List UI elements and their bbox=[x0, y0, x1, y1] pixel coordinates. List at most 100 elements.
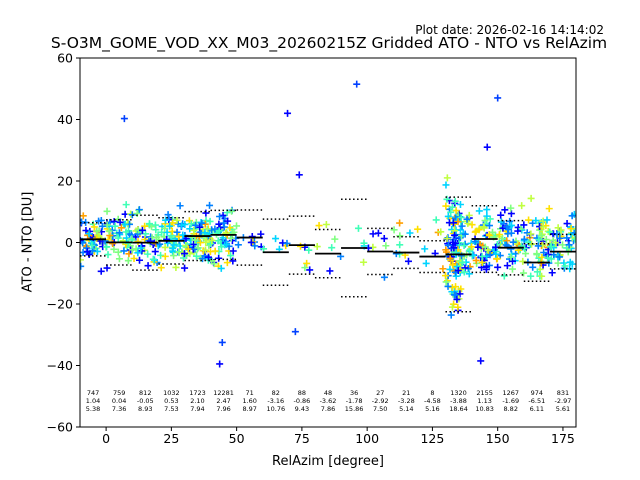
data-point bbox=[514, 227, 522, 235]
data-point bbox=[507, 253, 515, 261]
data-point bbox=[223, 259, 231, 267]
data-point bbox=[214, 237, 222, 245]
bin-std-label: 7.86 bbox=[321, 405, 335, 413]
outlier-point bbox=[284, 109, 292, 117]
data-point bbox=[217, 243, 225, 251]
data-point bbox=[162, 216, 170, 224]
data-point bbox=[128, 246, 136, 254]
data-point bbox=[227, 234, 235, 242]
data-point bbox=[396, 232, 404, 240]
data-point bbox=[215, 227, 223, 235]
data-point bbox=[538, 272, 546, 280]
data-point bbox=[534, 242, 542, 250]
bin-count-label: 27 bbox=[376, 389, 384, 397]
y-tick-label: −20 bbox=[47, 297, 73, 312]
data-point bbox=[297, 242, 305, 250]
data-point bbox=[500, 272, 508, 280]
data-point bbox=[223, 240, 231, 248]
bin-mean-label: -3.62 bbox=[320, 397, 337, 405]
y-axis-ticks: −60 −40 −20 0 20 40 60 bbox=[47, 51, 80, 435]
data-point bbox=[443, 195, 451, 203]
data-point bbox=[390, 226, 398, 234]
data-point bbox=[90, 223, 98, 231]
bin-mean-label: 0.53 bbox=[164, 397, 178, 405]
data-point bbox=[503, 223, 511, 231]
data-point bbox=[111, 222, 119, 230]
bin-mean-label: -1.69 bbox=[502, 397, 519, 405]
data-point bbox=[186, 225, 194, 233]
bin-count-label: 21 bbox=[402, 389, 410, 397]
data-point bbox=[206, 217, 214, 225]
data-point bbox=[190, 226, 198, 234]
data-point bbox=[141, 222, 149, 230]
data-point bbox=[192, 221, 200, 229]
data-point bbox=[204, 253, 212, 261]
data-point bbox=[109, 240, 117, 248]
data-point bbox=[80, 262, 85, 270]
data-point bbox=[444, 282, 452, 290]
data-point bbox=[460, 242, 468, 250]
data-point bbox=[181, 220, 189, 228]
bin-std-label: 8.93 bbox=[138, 405, 152, 413]
data-point bbox=[554, 259, 562, 267]
data-point bbox=[229, 247, 237, 255]
data-point bbox=[448, 203, 456, 211]
data-point bbox=[449, 238, 457, 246]
data-point bbox=[465, 211, 473, 219]
data-point bbox=[233, 222, 241, 230]
data-point bbox=[121, 220, 129, 228]
data-point bbox=[421, 245, 429, 253]
data-point bbox=[507, 229, 515, 237]
data-point bbox=[546, 228, 554, 236]
data-point bbox=[170, 252, 178, 260]
data-point bbox=[461, 230, 469, 238]
data-point bbox=[452, 207, 460, 215]
data-point bbox=[170, 241, 178, 249]
data-point bbox=[533, 268, 541, 276]
data-point bbox=[485, 222, 493, 230]
data-point bbox=[559, 241, 567, 249]
data-point bbox=[450, 244, 458, 252]
data-point bbox=[561, 262, 569, 270]
bin-count-label: 2155 bbox=[476, 389, 493, 397]
data-point bbox=[178, 222, 186, 230]
bin-count-label: 8 bbox=[430, 389, 434, 397]
data-point bbox=[499, 224, 507, 232]
y-axis-label: ATO - NTO [DU] bbox=[20, 191, 36, 293]
bin-std-label: 15.86 bbox=[345, 405, 364, 413]
data-point bbox=[509, 257, 517, 265]
data-point bbox=[97, 267, 105, 275]
y-tick-label: −60 bbox=[47, 420, 73, 435]
data-point bbox=[396, 241, 404, 249]
outlier-point bbox=[295, 171, 303, 179]
data-point bbox=[507, 204, 515, 212]
data-point bbox=[247, 238, 255, 246]
data-point bbox=[138, 226, 146, 234]
data-point bbox=[457, 285, 465, 293]
data-point bbox=[406, 229, 414, 237]
data-point bbox=[450, 291, 458, 299]
data-point bbox=[478, 253, 486, 261]
x-tick-label: 150 bbox=[486, 431, 510, 446]
bin-mean-label: -4.58 bbox=[424, 397, 441, 405]
data-point bbox=[452, 272, 460, 280]
data-point bbox=[115, 229, 123, 237]
data-point bbox=[380, 235, 388, 243]
outlier-point bbox=[218, 338, 226, 346]
x-tick-label: 75 bbox=[294, 431, 310, 446]
data-point bbox=[518, 226, 526, 234]
data-point bbox=[219, 211, 227, 219]
data-point bbox=[179, 254, 187, 262]
data-point bbox=[535, 236, 543, 244]
bin-mean-label: 0.04 bbox=[112, 397, 126, 405]
data-point bbox=[88, 241, 96, 249]
data-point bbox=[481, 216, 489, 224]
bin-std-label: 8.97 bbox=[242, 405, 256, 413]
data-point bbox=[461, 240, 469, 248]
data-point bbox=[454, 267, 462, 275]
data-point bbox=[458, 259, 466, 267]
y-tick-label: 0 bbox=[65, 235, 73, 250]
data-point bbox=[103, 221, 111, 229]
data-point bbox=[198, 219, 206, 227]
data-point bbox=[115, 255, 123, 263]
